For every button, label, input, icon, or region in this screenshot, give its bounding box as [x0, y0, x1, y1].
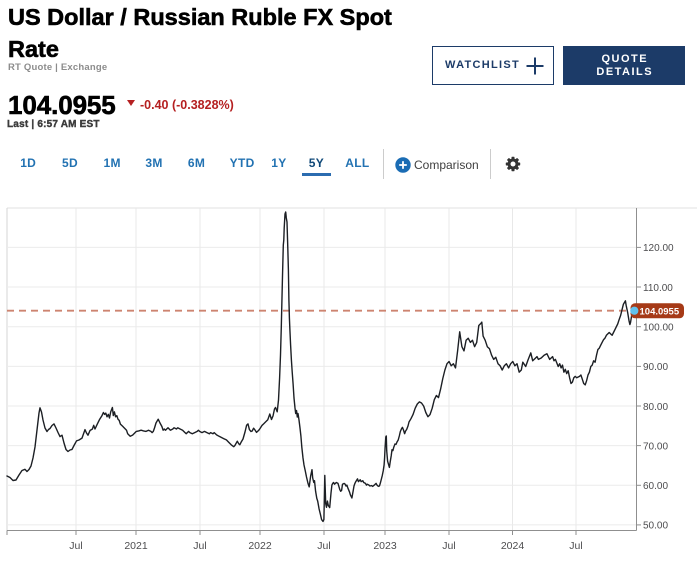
svg-text:60.00: 60.00	[643, 481, 668, 492]
svg-text:100.00: 100.00	[643, 323, 674, 334]
svg-text:104.0955: 104.0955	[640, 306, 680, 317]
svg-text:Jul: Jul	[193, 540, 206, 552]
svg-text:80.00: 80.00	[643, 402, 668, 413]
svg-text:Jul: Jul	[442, 540, 455, 552]
svg-text:90.00: 90.00	[643, 362, 668, 373]
svg-text:Jul: Jul	[317, 540, 330, 552]
svg-text:2023: 2023	[373, 540, 397, 552]
svg-text:50.00: 50.00	[643, 521, 668, 532]
svg-text:110.00: 110.00	[643, 283, 673, 294]
svg-text:2022: 2022	[248, 540, 272, 552]
svg-text:Jul: Jul	[69, 540, 82, 552]
svg-text:Jul: Jul	[569, 540, 582, 552]
svg-text:120.00: 120.00	[643, 243, 674, 254]
svg-text:2024: 2024	[501, 540, 525, 552]
svg-text:70.00: 70.00	[643, 441, 668, 452]
svg-text:2021: 2021	[124, 540, 148, 552]
